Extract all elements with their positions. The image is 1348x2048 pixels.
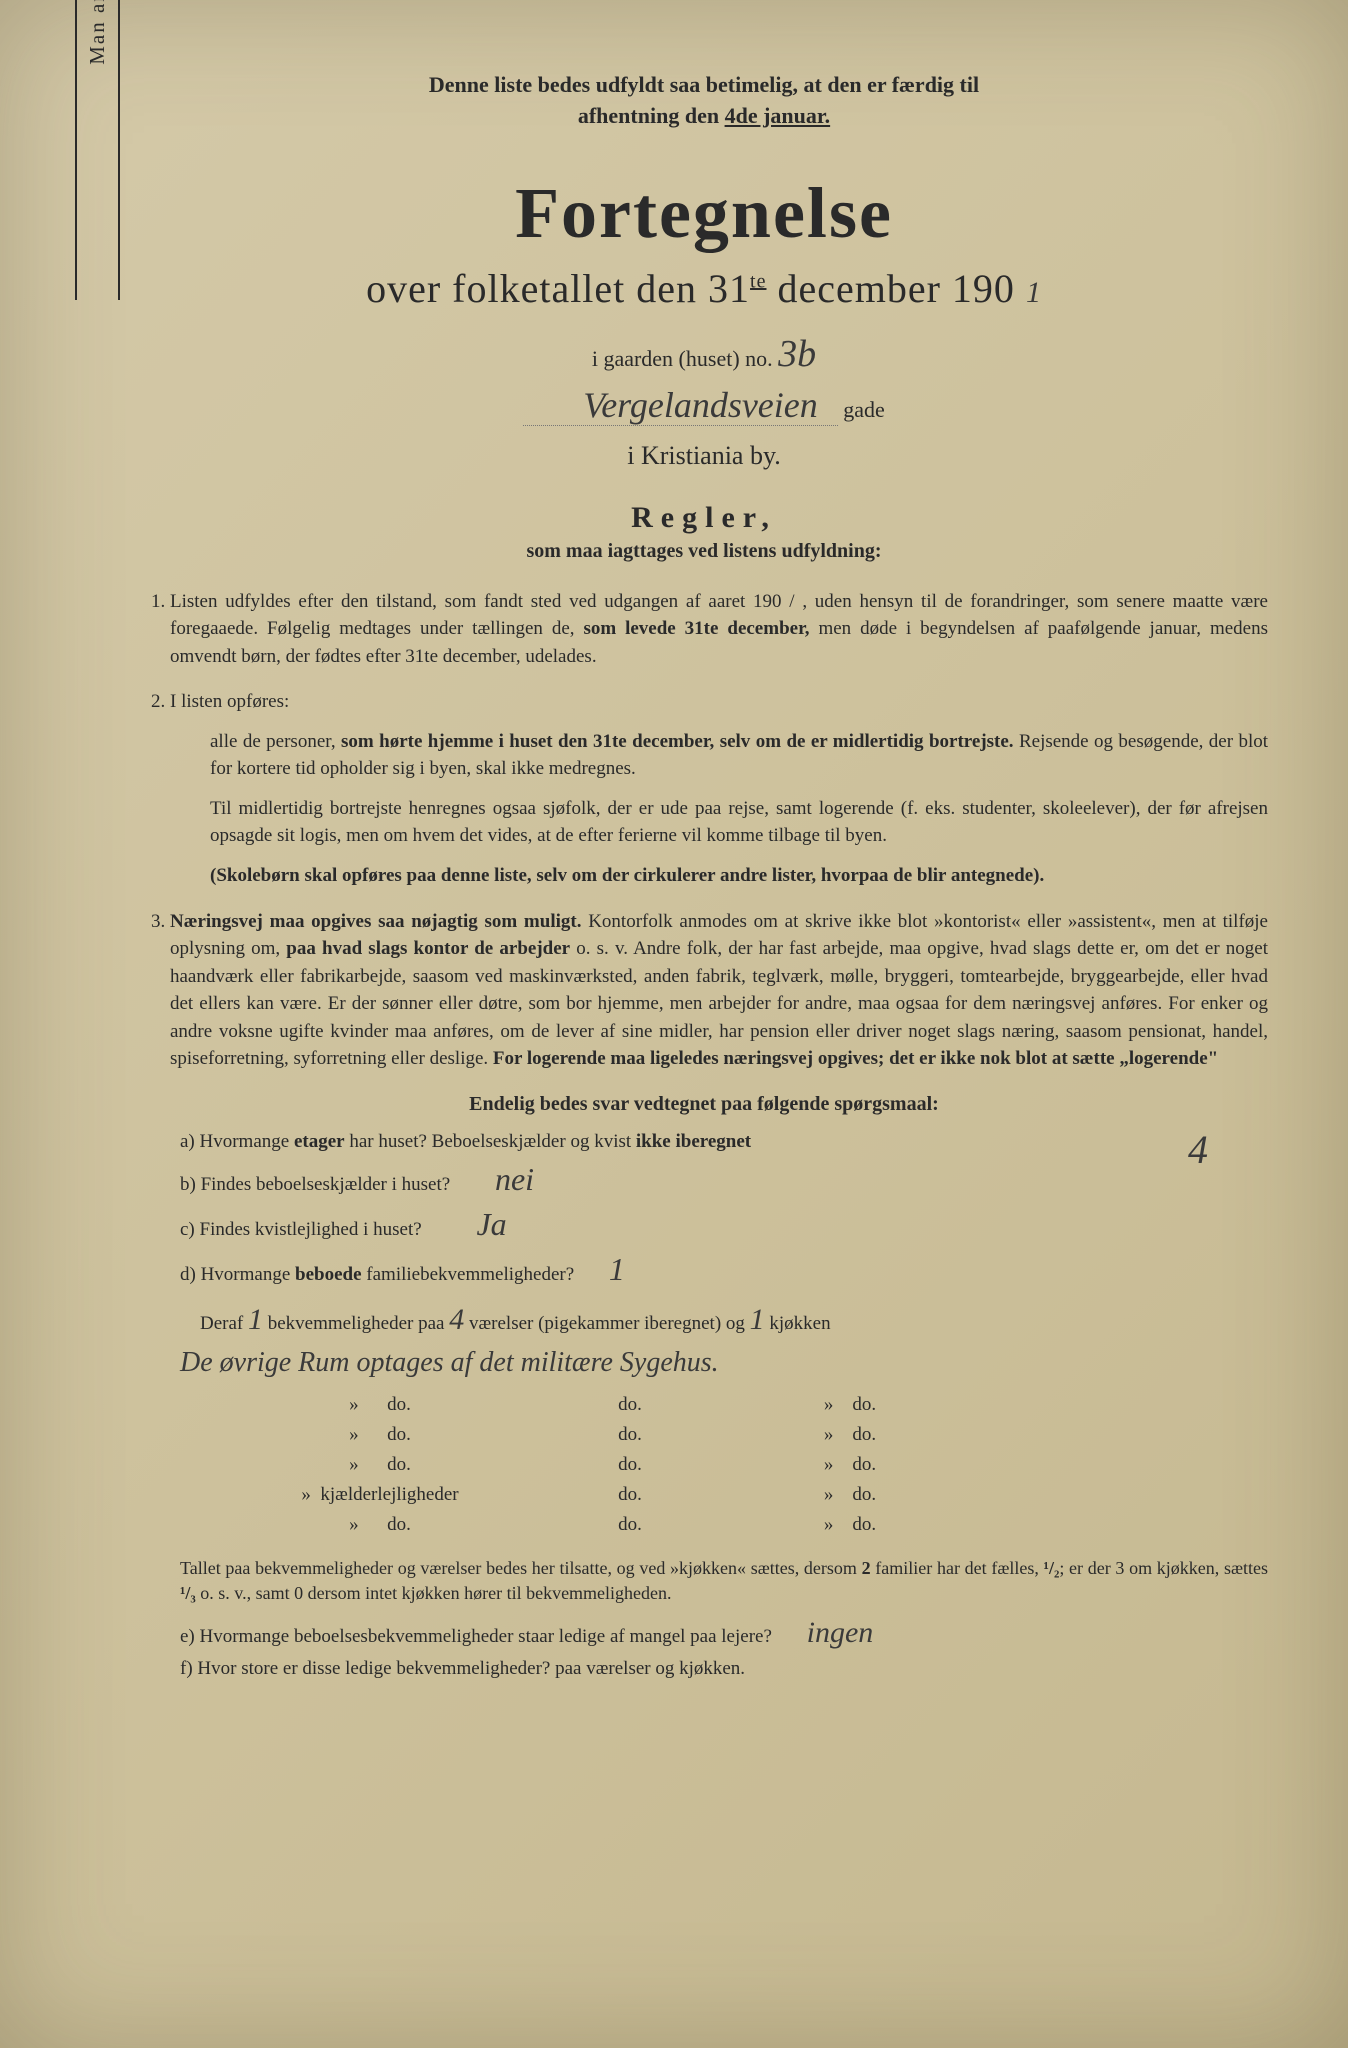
qc-label: c) Findes kvistlejlighed i huset? — [180, 1219, 422, 1240]
deraf-end: kjøkken — [769, 1313, 830, 1334]
gade-label: gade — [843, 397, 885, 422]
rule-2-intro: I listen opføres: — [170, 691, 289, 712]
street-line: Vergelandsveien gade — [140, 384, 1268, 426]
street-name-hw: Vergelandsveien — [523, 385, 838, 426]
rules-heading: Regler, — [140, 501, 1268, 535]
do-row: » do. do. » do. — [240, 1394, 1268, 1416]
vertical-instruction: Man anmodes om at gjennemlæse og nøje at… — [75, 0, 120, 300]
do-row: » do. do. » do. — [240, 1514, 1268, 1536]
subtitle: over folketallet den 31te december 190 1 — [140, 265, 1268, 312]
question-a: a) Hvormange etager har huset? Beboelses… — [180, 1131, 1268, 1153]
deraf-n3: 1 — [750, 1303, 765, 1336]
house-number-hw: 3b — [778, 333, 816, 375]
answer-e: ingen — [807, 1616, 874, 1649]
answer-c: Ja — [476, 1206, 506, 1242]
question-c: c) Findes kvistlejlighed i huset? Ja — [180, 1206, 1268, 1243]
deraf-mid1: bekvemmeligheder paa — [268, 1313, 445, 1334]
deraf-mid2: værelser (pigekammer iberegnet) og — [469, 1313, 745, 1334]
rule-3: Næringsvej maa opgives saa nøjagtig som … — [170, 908, 1268, 1073]
rules-list: Listen udfyldes efter den tilstand, som … — [140, 588, 1268, 1073]
rule-1: Listen udfyldes efter den tilstand, som … — [170, 588, 1268, 671]
answer-d: 1 — [609, 1251, 625, 1287]
rules-subheading: som maa iagttages ved listens udfyldning… — [140, 540, 1268, 563]
do-table: » do. do. » do. » do. do. » do. » do. do… — [240, 1394, 1268, 1536]
questions-heading: Endelig bedes svar vedtegnet paa følgend… — [140, 1093, 1268, 1116]
rule-2: I listen opføres: alle de personer, som … — [170, 688, 1268, 889]
deraf-line: Deraf 1 bekvemmeligheder paa 4 værelser … — [200, 1303, 1268, 1337]
answer-b: nei — [495, 1161, 534, 1197]
gaarden-label: i gaarden (huset) no. — [592, 346, 773, 371]
question-b: b) Findes beboelseskjælder i huset? nei — [180, 1161, 1268, 1198]
footnote: Tallet paa bekvemmeligheder og værelser … — [180, 1556, 1268, 1606]
city-line: i Kristiania by. — [140, 441, 1268, 471]
deraf-n2: 4 — [449, 1303, 464, 1336]
qe-label: e) Hvormange beboelsesbekvemmeligheder s… — [180, 1626, 772, 1647]
handwritten-note: De øvrige Rum optages af det militære Sy… — [180, 1347, 1228, 1379]
question-f: f) Hvor store er disse ledige bekvemmeli… — [180, 1658, 1268, 1680]
do-row-kjaelder: » kjælderlejligheder do. » do. — [240, 1484, 1268, 1506]
qb-label: b) Findes beboelseskjælder i huset? — [180, 1174, 450, 1195]
deraf-n1: 1 — [248, 1303, 263, 1336]
deraf-prefix: Deraf — [200, 1313, 243, 1334]
do-row: » do. do. » do. — [240, 1424, 1268, 1446]
year-handwritten: 1 — [1026, 276, 1042, 309]
subtitle-suffix: december 190 — [766, 266, 1014, 311]
question-d: d) Hvormange beboede familiebekvemmeligh… — [180, 1251, 1268, 1288]
notice-date: 4de januar. — [725, 103, 831, 128]
subtitle-prefix: over folketallet den 31 — [366, 266, 750, 311]
rule-2-para2: Til midlertidig bortrejste henregnes ogs… — [210, 795, 1268, 850]
do-row: » do. do. » do. — [240, 1454, 1268, 1476]
notice-line1: Denne liste bedes udfyldt saa betimelig,… — [429, 72, 979, 97]
house-number-line: i gaarden (huset) no. 3b — [140, 332, 1268, 376]
top-notice: Denne liste bedes udfyldt saa betimelig,… — [279, 70, 1129, 132]
notice-line2-prefix: afhentning den — [578, 103, 725, 128]
main-title: Fortegnelse — [140, 172, 1268, 255]
rule-2-para1: alle de personer, som hørte hjemme i hus… — [210, 728, 1268, 783]
subtitle-sup: te — [750, 270, 766, 292]
question-e: e) Hvormange beboelsesbekvemmeligheder s… — [180, 1616, 1268, 1650]
census-form-page: Man anmodes om at gjennemlæse og nøje at… — [0, 0, 1348, 2048]
rule-2-bold: (Skolebørn skal opføres paa denne liste,… — [210, 862, 1268, 890]
